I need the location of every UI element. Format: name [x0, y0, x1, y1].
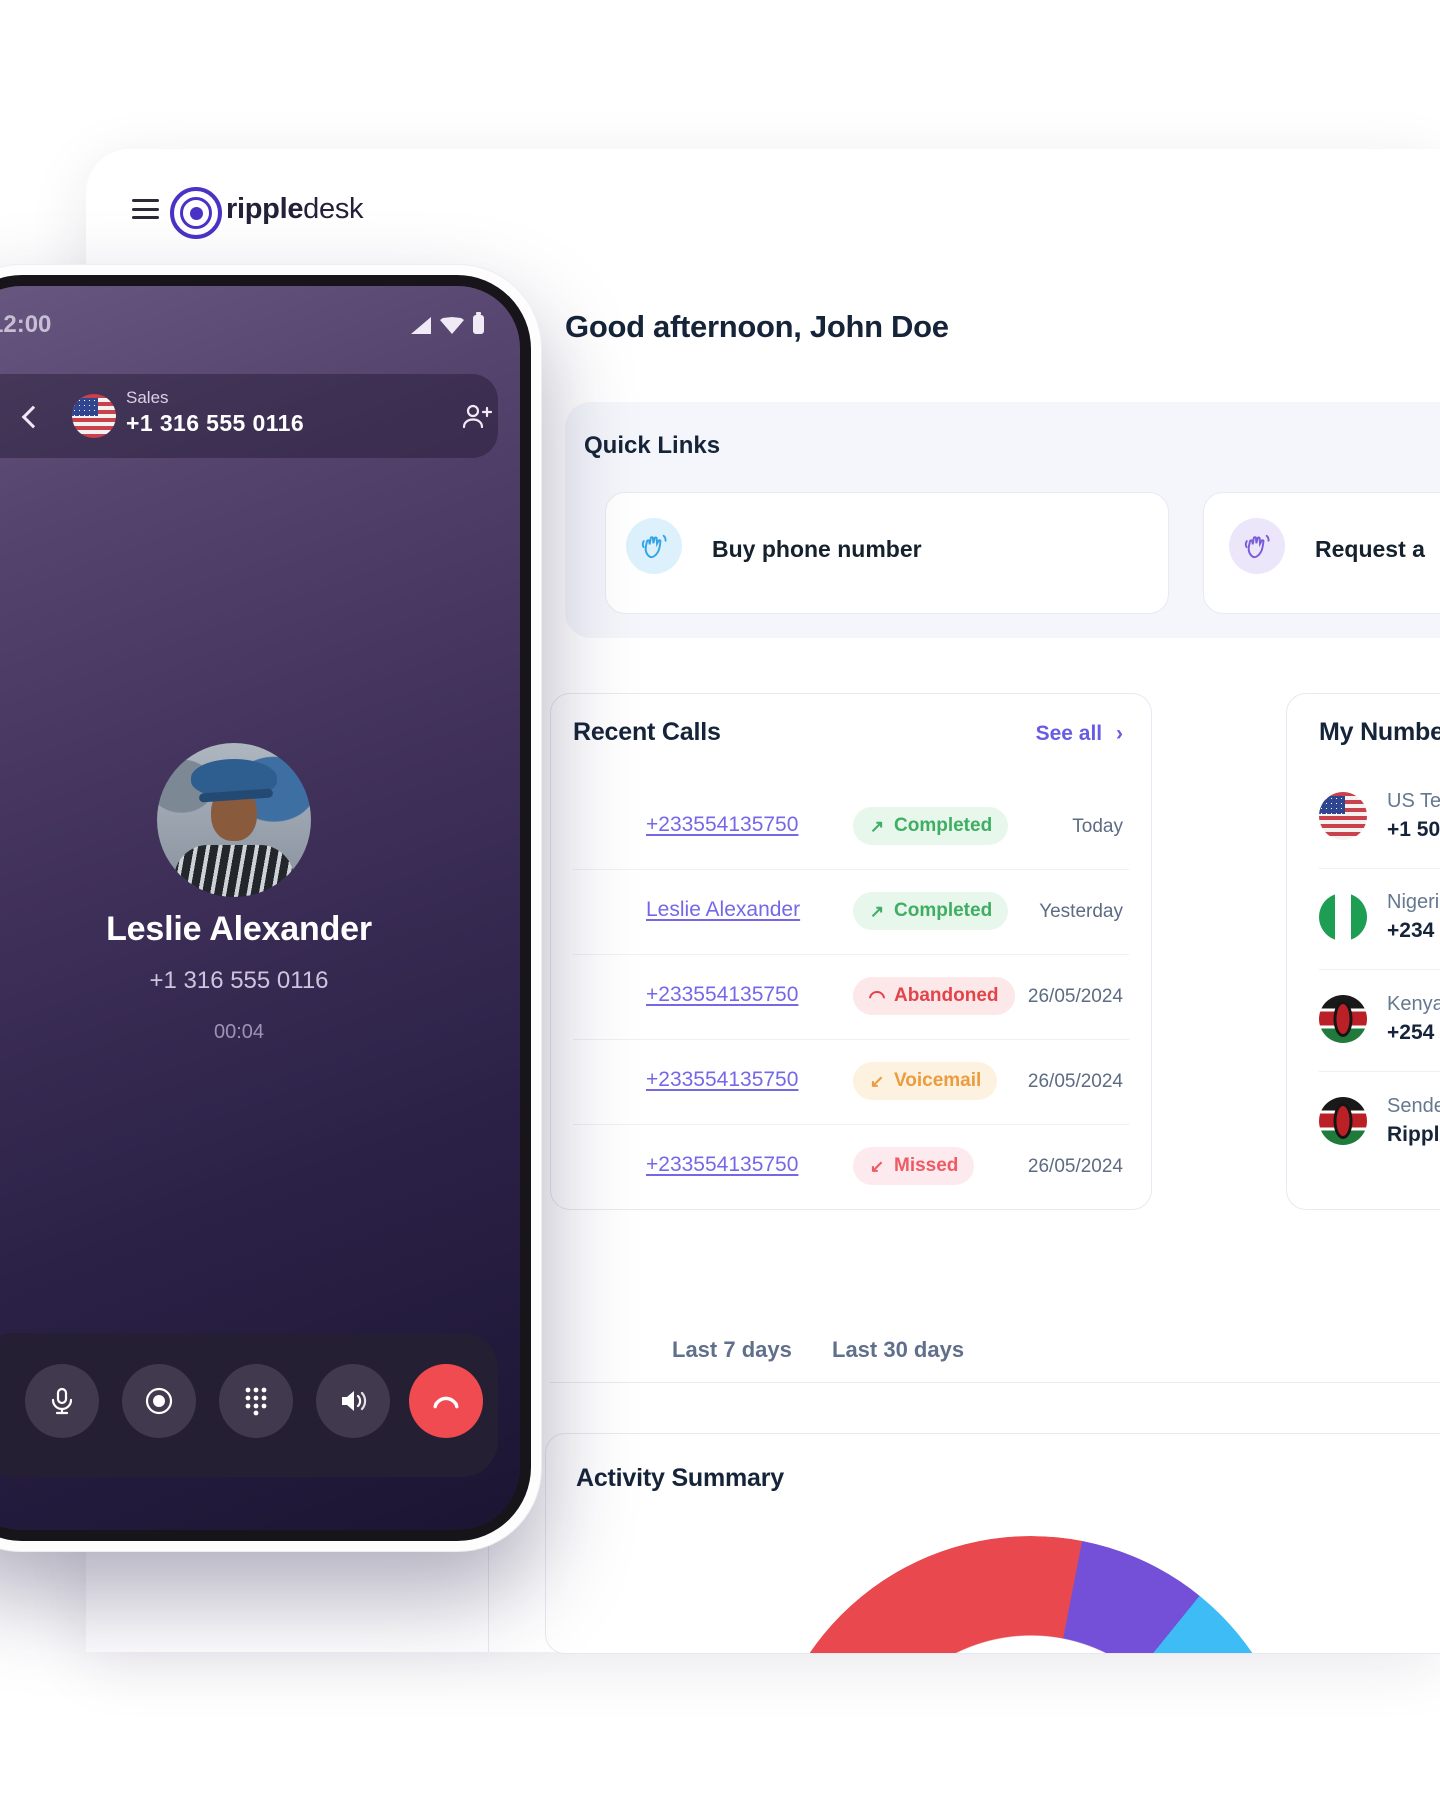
phone-mockup: 12:00 Sales +1 316 555 0116 Lesl — [0, 264, 542, 1552]
page-title: Good afternoon, John Doe — [565, 309, 949, 344]
call-date: 26/05/2024 — [1027, 1156, 1123, 1177]
us-flag-icon — [1319, 792, 1367, 840]
row-divider — [1319, 969, 1440, 970]
wave-hand-icon — [1229, 518, 1285, 574]
quick-link-label: Buy phone number — [712, 536, 922, 562]
call-contact-link[interactable]: +233554135750 — [646, 813, 799, 836]
call-controls-bar — [0, 1333, 498, 1477]
brand-wordmark: rippledesk — [226, 193, 364, 226]
record-icon — [145, 1387, 173, 1415]
caller-number: +1 316 555 0116 — [149, 967, 329, 994]
number-label: Sender ID — [1387, 1095, 1440, 1117]
call-direction-icon — [869, 1158, 885, 1174]
recent-calls-title: Recent Calls — [573, 718, 721, 746]
call-direction-icon — [869, 818, 885, 834]
add-person-icon[interactable] — [460, 400, 492, 432]
tabs-divider — [550, 1382, 1440, 1383]
row-divider — [573, 869, 1129, 870]
status-badge: Missed — [853, 1147, 975, 1185]
status-badge: Completed — [853, 892, 1009, 930]
number-label: Kenya Team — [1387, 993, 1440, 1015]
avatar-torso — [174, 845, 294, 897]
call-date: Today — [1072, 816, 1123, 837]
line-label: Sales — [126, 388, 169, 407]
signal-icon — [411, 317, 431, 334]
quick-link-buy-number[interactable] — [605, 492, 1169, 614]
call-screen: 12:00 Sales +1 316 555 0116 Lesl — [0, 286, 520, 1530]
line-number: +1 316 555 0116 — [126, 410, 305, 436]
us-flag-icon — [72, 394, 116, 438]
call-date: 26/05/2024 — [1027, 986, 1123, 1007]
keypad-icon — [245, 1387, 267, 1416]
kenya-flag-icon — [1319, 1097, 1367, 1145]
back-chevron-icon[interactable] — [21, 405, 45, 429]
wifi-icon — [440, 317, 464, 334]
call-header-bar: Sales +1 316 555 0116 — [0, 374, 498, 458]
call-duration: 00:04 — [213, 1021, 265, 1043]
kenya-flag-icon — [1319, 995, 1367, 1043]
call-direction-icon — [869, 1073, 885, 1089]
status-time: 12:00 — [0, 311, 52, 338]
speaker-button[interactable] — [316, 1364, 390, 1438]
row-divider — [573, 954, 1129, 955]
end-call-icon — [433, 1396, 459, 1409]
activity-donut — [763, 1536, 1299, 1653]
call-contact-link[interactable]: +233554135750 — [646, 983, 799, 1006]
record-button[interactable] — [122, 1364, 196, 1438]
my-numbers-card: My Numbers (4) US Team +1 507 502 746 Ni… — [1286, 693, 1440, 1210]
number-value: +234 708 062 — [1387, 919, 1440, 942]
row-divider — [1319, 868, 1440, 869]
call-date: Yesterday — [1039, 901, 1123, 922]
quick-links-title: Quick Links — [584, 432, 721, 459]
phone-down-icon — [869, 988, 885, 1004]
number-value: Rippledesk — [1387, 1123, 1440, 1146]
tab-last-7-days[interactable]: Last 7 days — [672, 1337, 792, 1362]
brand-regular: desk — [303, 193, 364, 225]
end-call-button[interactable] — [409, 1364, 483, 1438]
call-date: 26/05/2024 — [1027, 1071, 1123, 1092]
call-contact-link[interactable]: +233554135750 — [646, 1153, 799, 1176]
number-label: US Team — [1387, 790, 1440, 812]
activity-summary-card: Activity Summary — [545, 1433, 1440, 1654]
recent-calls-card: Recent Calls See all › +233554135750 Com… — [550, 693, 1152, 1210]
speaker-icon — [342, 1391, 367, 1411]
wave-hand-icon — [626, 518, 682, 574]
caller-name: Leslie Alexander — [106, 910, 372, 948]
see-all-link[interactable]: See all › — [1035, 722, 1123, 745]
caller-avatar — [157, 743, 311, 897]
battery-icon — [473, 312, 484, 334]
status-badge: Voicemail — [853, 1062, 998, 1100]
keypad-button[interactable] — [219, 1364, 293, 1438]
number-value: +254 709 9244 — [1387, 1021, 1440, 1044]
call-contact-link[interactable]: Leslie Alexander — [646, 898, 801, 921]
row-divider — [573, 1124, 1129, 1125]
status-badge: Abandoned — [853, 977, 1015, 1015]
mute-button[interactable] — [25, 1364, 99, 1438]
nigeria-flag-icon — [1319, 893, 1367, 941]
status-badge: Completed — [853, 807, 1009, 845]
row-divider — [1319, 1071, 1440, 1072]
hamburger-menu-icon[interactable] — [132, 199, 159, 219]
brand-bold: ripple — [226, 193, 304, 225]
tab-last-30-days[interactable]: Last 30 days — [832, 1337, 965, 1362]
rippledesk-logo-icon — [170, 187, 222, 239]
quick-link-label: Request a — [1315, 536, 1425, 562]
row-divider — [573, 1039, 1129, 1040]
number-label: Nigeria — [1387, 891, 1440, 913]
call-contact-link[interactable]: +233554135750 — [646, 1068, 799, 1091]
chevron-right-icon: › — [1116, 722, 1123, 745]
my-numbers-title: My Numbers (4) — [1319, 718, 1440, 746]
microphone-icon — [51, 1387, 73, 1415]
activity-summary-title: Activity Summary — [576, 1464, 784, 1492]
number-value: +1 507 502 746 — [1387, 818, 1440, 841]
call-direction-icon — [869, 903, 885, 919]
